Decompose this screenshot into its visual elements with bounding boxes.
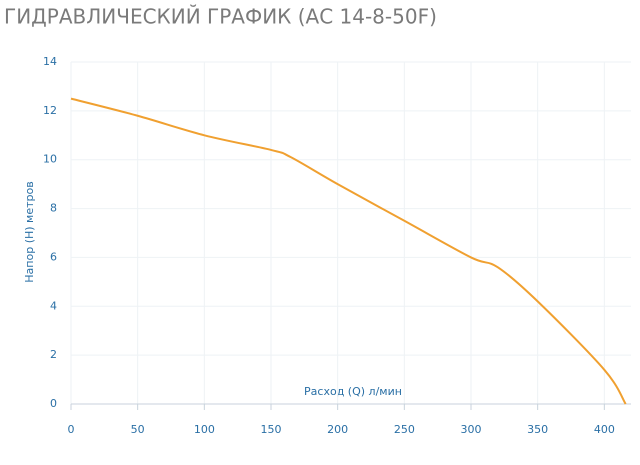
series-line <box>70 97 627 405</box>
y-tick-label: 2 <box>50 348 57 361</box>
y-tick-label: 12 <box>43 104 57 117</box>
y-axis-label: Напор (H) метров <box>23 181 36 282</box>
y-tick-label: 14 <box>43 55 57 68</box>
x-tick-label: 150 <box>261 423 282 436</box>
x-tick-label: 400 <box>594 423 615 436</box>
y-tick-label: 10 <box>43 153 57 166</box>
x-tick-label: 0 <box>68 423 75 436</box>
x-tick-label: 300 <box>461 423 482 436</box>
y-tick-label: 6 <box>50 250 57 263</box>
y-tick-label: 4 <box>50 299 57 312</box>
chart-title: ГИДРАВЛИЧЕСКИЙ ГРАФИК (АС 14-8-50F) <box>4 5 437 29</box>
x-tick-label: 50 <box>131 423 145 436</box>
x-tick-label: 100 <box>194 423 215 436</box>
y-tick-label: 0 <box>50 397 57 410</box>
x-axis-label: Расход (Q) л/мин <box>304 385 402 398</box>
x-tick-label: 200 <box>327 423 348 436</box>
x-tick-label: 350 <box>527 423 548 436</box>
y-tick-label: 8 <box>50 202 57 215</box>
x-tick-label: 250 <box>394 423 415 436</box>
